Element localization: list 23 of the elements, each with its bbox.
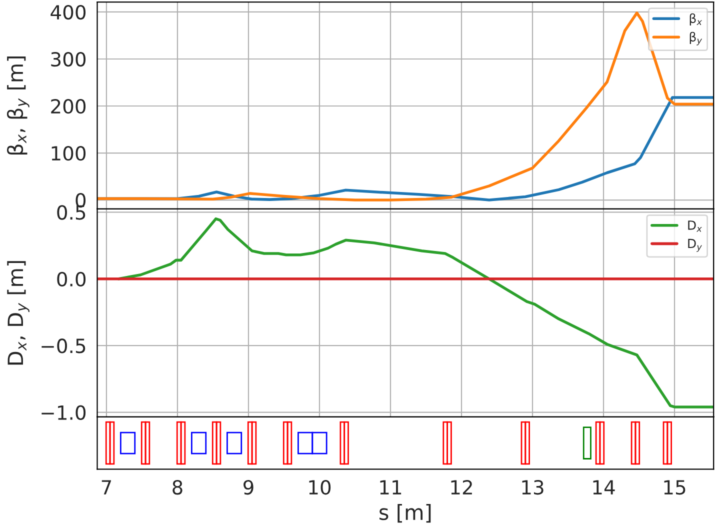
x-tick-label: 11 (380, 480, 402, 494)
x-tick-label: 8 (172, 480, 182, 495)
y-tick-label: 400 (50, 4, 86, 20)
x-tick-label: 9 (244, 480, 254, 495)
y-tick-label: −1.0 (42, 405, 86, 420)
x-tick-label: 15 (664, 480, 686, 495)
y-tick-label: 100 (52, 146, 86, 161)
y-tick-label: 300 (51, 52, 86, 67)
x-axis-title: s [m] (380, 504, 431, 523)
legend-label: D$_{x}$ (688, 220, 702, 232)
y-tick-label: −0.5 (42, 338, 86, 354)
x-tick-label: 12 (451, 480, 472, 494)
legend-label: D$_{y}$ (688, 238, 702, 252)
y-axis-title: D$_{x}$, D$_{y}$ [m] (7, 261, 30, 365)
y-axis-title: β$_{x}$, β$_{y}$ [m] (6, 56, 30, 155)
y-tick-label: 0.0 (57, 272, 86, 287)
x-tick-label: 14 (593, 480, 615, 494)
x-tick-label: 13 (522, 480, 544, 495)
x-tick-label: 10 (309, 480, 331, 495)
legend-label: β$_{x}$ (690, 13, 702, 26)
legend-label: β$_{y}$ (690, 32, 702, 46)
x-tick-label: 7 (102, 480, 111, 494)
y-tick-label: 200 (51, 98, 86, 114)
